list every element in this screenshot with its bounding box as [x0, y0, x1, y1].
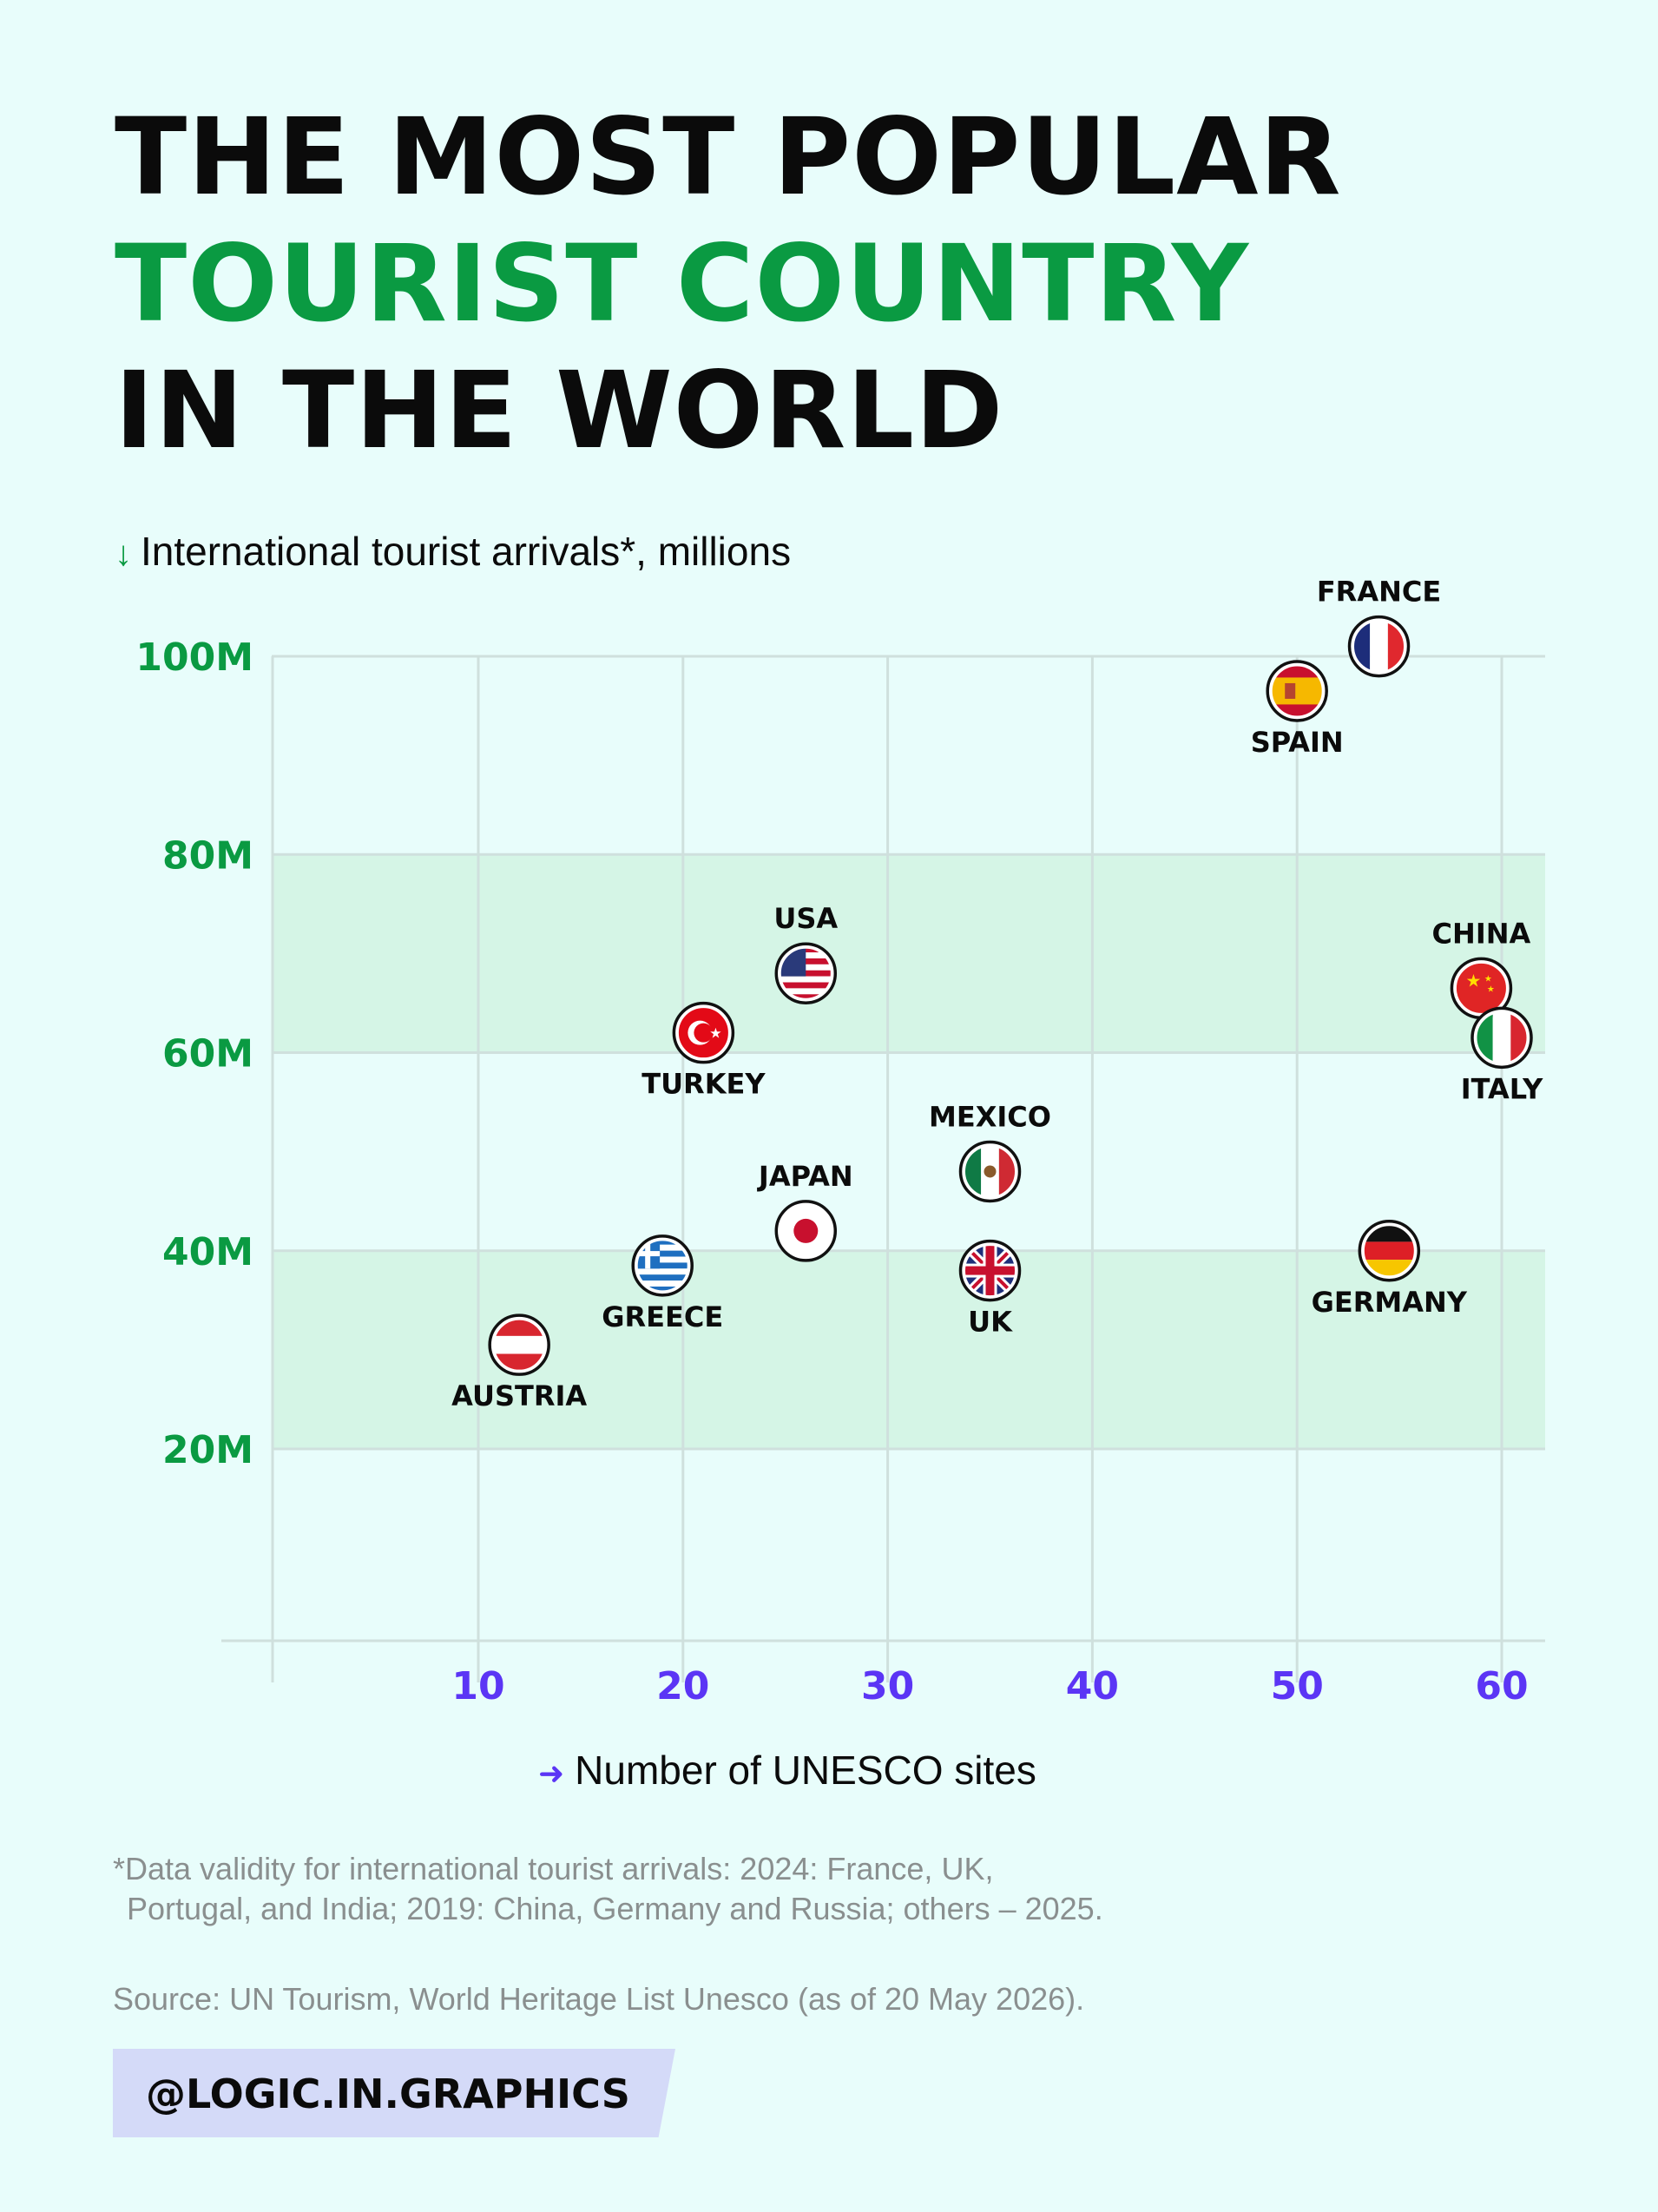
band-0 [272, 1250, 1545, 1449]
y-tick-label: 40M [162, 1230, 253, 1274]
point-label-spain: SPAIN [1251, 726, 1344, 759]
point-label-turkey: TURKEY [641, 1068, 766, 1101]
point-label-usa: USA [773, 902, 838, 935]
point-label-china: CHINA [1432, 917, 1531, 950]
usa-flag-icon [779, 946, 833, 1001]
handle-text[interactable]: @LOGIC.IN.GRAPHICS [146, 2070, 630, 2117]
x-tick-label: 50 [1271, 1664, 1324, 1708]
svg-text:★: ★ [1487, 984, 1495, 994]
x-axis-label: Number of UNESCO sites [575, 1748, 1036, 1793]
y-axis-title: ↓ International tourist arrivals*, millio… [115, 528, 791, 575]
point-italy[interactable]: ITALY [1461, 1006, 1543, 1105]
y-tick-label: 100M [135, 635, 253, 680]
y-tick-label: 80M [162, 833, 253, 878]
x-tick-label: 60 [1475, 1664, 1528, 1708]
point-label-italy: ITALY [1461, 1072, 1543, 1105]
greece-flag-icon [635, 1238, 690, 1293]
point-label-mexico: MEXICO [929, 1100, 1051, 1133]
right-arrow-icon: ➜ [538, 1755, 565, 1791]
x-tick-label: 20 [656, 1664, 709, 1708]
svg-text:★: ★ [1484, 974, 1492, 984]
x-tick-label: 40 [1066, 1664, 1119, 1708]
point-label-germany: GERMANY [1312, 1286, 1468, 1319]
point-turkey[interactable]: ★ TURKEY [641, 1001, 766, 1101]
x-tick-labels: 10 20 30 40 50 60 [451, 1664, 1528, 1708]
title-line-1: THE MOST POPULAR [115, 95, 1342, 219]
title-line-3: IN THE WORLD [115, 349, 1004, 472]
y-tick-labels: 20M 40M 60M 80M 100M [135, 635, 253, 1472]
source-note: Source: UN Tourism, World Heritage List … [113, 1981, 1085, 2017]
y-tick-label: 20M [162, 1428, 253, 1472]
y-axis-label: International tourist arrivals*, million… [141, 529, 792, 574]
svg-text:★: ★ [1465, 970, 1481, 991]
point-germany[interactable]: GERMANY [1312, 1220, 1468, 1319]
point-greece[interactable]: GREECE [602, 1234, 723, 1333]
x-axis-title: ➜ Number of UNESCO sites [538, 1747, 1036, 1794]
point-france[interactable]: FRANCE [1317, 576, 1441, 678]
point-label-japan: JAPAN [757, 1160, 853, 1193]
down-arrow-icon: ↓ [115, 535, 132, 573]
point-mexico[interactable]: MEXICO [929, 1100, 1051, 1203]
svg-text:★: ★ [709, 1025, 721, 1042]
handle-badge [113, 2049, 675, 2137]
chart-bands [272, 854, 1545, 1449]
point-label-austria: AUSTRIA [451, 1379, 587, 1412]
point-austria[interactable]: AUSTRIA [451, 1313, 587, 1412]
x-tick-label: 10 [451, 1664, 504, 1708]
chart-grid [221, 655, 1545, 1682]
point-spain[interactable]: SPAIN [1251, 660, 1344, 759]
page-title: THE MOST POPULAR TOURIST COUNTRY IN THE … [115, 94, 1342, 474]
footnote-line-1: *Data validity for international tourist… [113, 1851, 994, 1886]
band-1 [272, 854, 1545, 1053]
y-tick-label: 60M [162, 1032, 253, 1076]
x-tick-label: 30 [861, 1664, 914, 1708]
point-usa[interactable]: USA [773, 902, 838, 1004]
footnote-line-2: Portugal, and India; 2019: China, German… [127, 1891, 1103, 1926]
point-label-france: FRANCE [1317, 576, 1441, 609]
point-uk[interactable]: UK [958, 1239, 1022, 1339]
title-line-2: TOURIST COUNTRY [115, 222, 1250, 346]
footnote: *Data validity for international tourist… [113, 1849, 1467, 1929]
point-label-uk: UK [968, 1306, 1013, 1339]
point-label-greece: GREECE [602, 1300, 723, 1333]
point-japan[interactable]: JAPAN [757, 1160, 853, 1262]
scatter-chart: 20M 40M 60M 80M 100M 10 20 30 40 50 60 FRANCE SPAI… [135, 576, 1545, 1708]
